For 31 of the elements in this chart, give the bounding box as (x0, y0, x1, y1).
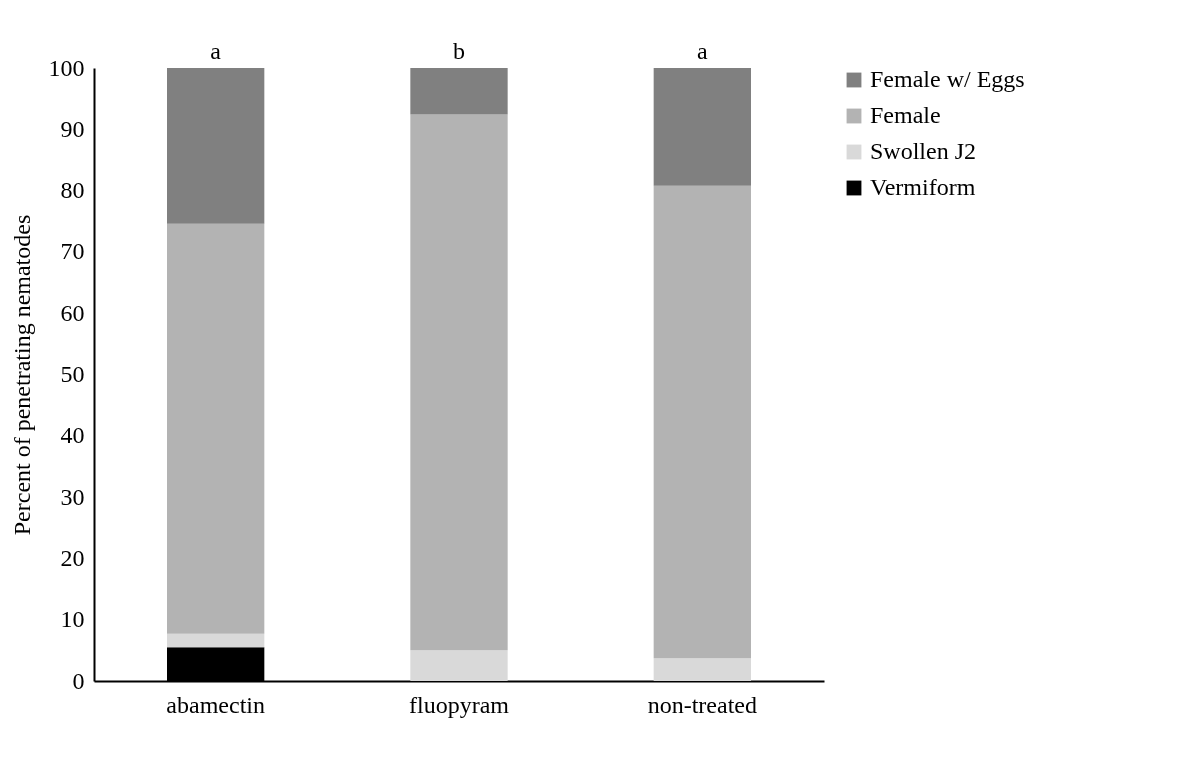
bar (410, 114, 508, 651)
annotation: b (453, 38, 465, 64)
bar (653, 68, 751, 186)
bar (167, 68, 265, 224)
y-tick-label: 30 (60, 483, 85, 510)
y-tick-label: 60 (60, 299, 85, 326)
y-tick-label: 100 (48, 54, 85, 81)
legend-label: Female (870, 102, 941, 128)
bar (653, 658, 751, 681)
bar (410, 68, 508, 115)
legend-label: Vermiform (870, 174, 976, 200)
y-tick-label: 0 (72, 667, 85, 694)
x-tick-label: non-treated (647, 691, 757, 718)
bar (167, 223, 265, 634)
bar (167, 633, 265, 648)
x-tick-label: fluopyram (409, 691, 510, 718)
y-axis-title: Percent of penetrating nematodes (8, 214, 35, 536)
y-tick-label: 90 (60, 115, 85, 142)
bar (653, 185, 751, 659)
y-tick-label: 70 (60, 238, 85, 265)
y-tick-label: 10 (60, 606, 85, 633)
y-tick-label: 20 (60, 544, 85, 571)
annotation: a (210, 38, 222, 64)
bar (410, 650, 508, 681)
y-tick-label: 50 (60, 361, 85, 387)
legend-label: Female w/ Eggs (870, 66, 1025, 92)
annotation: a (697, 38, 709, 64)
x-tick-label: abamectin (166, 691, 265, 718)
legend-label: Swollen J2 (870, 138, 977, 164)
y-tick-label: 80 (60, 177, 85, 204)
y-tick-label: 40 (60, 422, 85, 449)
